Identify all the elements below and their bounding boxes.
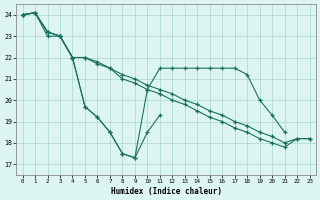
X-axis label: Humidex (Indice chaleur): Humidex (Indice chaleur): [111, 187, 221, 196]
